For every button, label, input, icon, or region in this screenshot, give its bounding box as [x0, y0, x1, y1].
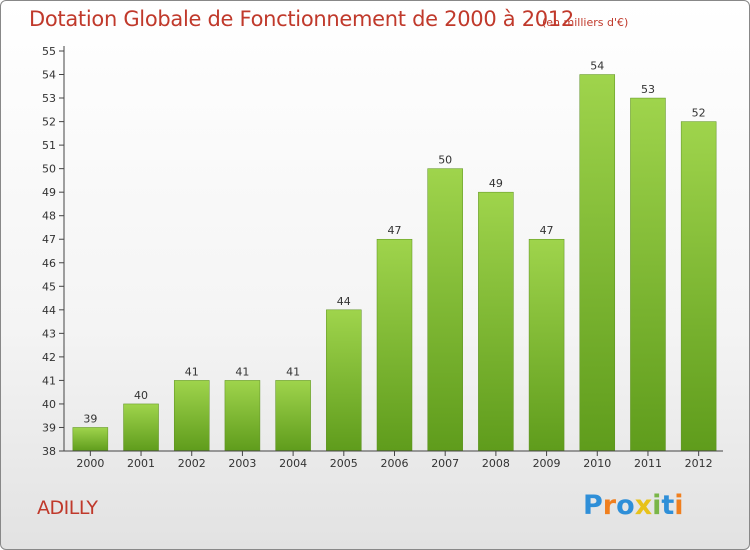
x-tick-label: 2012 [685, 457, 713, 470]
bar [528, 238, 565, 452]
logo-letter: i [652, 490, 662, 521]
y-tick-label: 48 [42, 210, 56, 223]
bar [478, 191, 514, 452]
x-tick-label: 2010 [583, 457, 611, 470]
bar-value-label: 54 [590, 60, 604, 73]
y-tick-label: 49 [42, 186, 56, 199]
y-tick-label: 38 [42, 445, 56, 458]
y-tick-label: 46 [42, 257, 56, 270]
bar [326, 309, 362, 452]
bar [224, 380, 261, 452]
bars-group: 39 40 41 41 41 44 47 50 49 47 54 53 52 [72, 60, 717, 452]
y-tick-label: 51 [42, 139, 56, 152]
y-tick-label: 53 [42, 92, 56, 105]
y-tick-label: 55 [42, 45, 56, 58]
y-tick-label: 54 [42, 69, 56, 82]
x-tick-label: 2000 [76, 457, 104, 470]
chart-subtitle: (en milliers d'€) [542, 16, 629, 29]
bar-value-label: 39 [83, 412, 97, 425]
x-tick-label: 2008 [482, 457, 510, 470]
logo-letter: i [674, 490, 684, 521]
bar-value-label: 47 [540, 224, 554, 237]
x-tick-label: 2007 [431, 457, 459, 470]
bar [376, 238, 413, 452]
y-tick-label: 42 [42, 351, 56, 364]
bar [427, 168, 463, 452]
bar-value-label: 41 [286, 365, 300, 378]
x-tick-label: 2009 [533, 457, 561, 470]
logo-letter: r [602, 490, 617, 521]
bar-value-label: 41 [235, 365, 249, 378]
bar [123, 403, 159, 452]
x-axis: 2000 2001 2002 2003 2004 2005 2006 2007 2008 2009… [64, 450, 723, 470]
bar [630, 97, 666, 452]
commune-name: ADILLY [37, 497, 98, 519]
y-tick-label: 44 [42, 304, 56, 317]
logo-letter: P [583, 490, 603, 521]
y-tick-label: 41 [42, 374, 56, 387]
bar [72, 427, 109, 452]
bar-value-label: 41 [185, 365, 199, 378]
y-tick-label: 47 [42, 233, 56, 246]
x-tick-label: 2001 [127, 457, 155, 470]
y-tick-label: 45 [42, 280, 56, 293]
chart-title: Dotation Globale de Fonctionnement de 20… [29, 7, 574, 31]
x-tick-label: 2003 [228, 457, 256, 470]
bar-value-label: 49 [489, 177, 503, 190]
x-tick-label: 2006 [381, 457, 409, 470]
bar [579, 74, 616, 452]
proxiti-logo: Proxiti [583, 490, 684, 521]
bar [275, 380, 311, 452]
y-tick-label: 39 [42, 421, 56, 434]
y-tick-label: 52 [42, 116, 56, 129]
logo-letter: o [616, 490, 635, 521]
bar-value-label: 47 [388, 224, 402, 237]
bar-value-label: 53 [641, 83, 655, 96]
y-tick-label: 40 [42, 398, 56, 411]
logo-letter: x [634, 490, 653, 521]
x-tick-label: 2005 [330, 457, 358, 470]
x-tick-label: 2004 [279, 457, 307, 470]
bar-value-label: 44 [337, 295, 351, 308]
bar-value-label: 52 [692, 107, 706, 120]
logo-letter: t [661, 490, 675, 521]
x-tick-label: 2011 [634, 457, 662, 470]
bar [173, 380, 210, 452]
bar [680, 121, 717, 452]
y-axis: 38 39 40 41 42 43 44 45 46 47 48 49 50 51 52 53 54 55 [42, 45, 65, 458]
y-tick-label: 50 [42, 163, 56, 176]
bar-value-label: 40 [134, 389, 148, 402]
x-tick-label: 2002 [178, 457, 206, 470]
bar-value-label: 50 [438, 154, 452, 167]
y-tick-label: 43 [42, 327, 56, 340]
